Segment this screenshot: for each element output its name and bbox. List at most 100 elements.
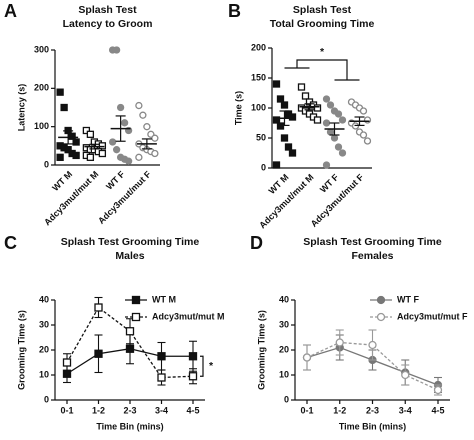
data-point [302,353,312,362]
data-point [363,116,372,124]
significance-bracket [284,59,360,81]
data-point [151,149,159,158]
y-tick-label: 150 [251,72,266,82]
data-point [94,349,103,358]
panel-letter: C [4,233,17,253]
x-tick-label: 4-5 [186,405,199,415]
chart-title: Splash Test [293,4,352,16]
chart-subtitle: Females [351,250,393,262]
data-point [313,116,322,124]
x-tick-label: 2-3 [123,405,136,415]
y-tick-label: 50 [256,132,266,142]
y-tick-label: 30 [39,319,49,329]
panel-letter: A [4,1,17,21]
data-point [276,95,285,103]
x-tick-label: 0-1 [60,405,73,415]
data-point [72,138,80,146]
legend-label: Adcy3mut/mut M [152,311,225,321]
data-point [188,372,198,381]
data-point [322,119,331,127]
y-tick-label: 0 [284,394,289,404]
y-tick-label: 0 [44,159,49,169]
data-point [322,95,331,103]
data-point [125,344,135,353]
y-tick-label: 300 [34,44,49,54]
legend-marker [131,312,141,322]
x-tick-label: 3-4 [155,405,168,415]
y-tick-label: 100 [34,121,49,131]
data-point [359,131,368,139]
y-tick-label: 20 [279,344,289,354]
data-point [139,111,147,119]
data-point [334,110,343,118]
data-point [284,143,293,151]
chart-subtitle: Total Grooming Time [270,18,375,30]
y-tick-label: 30 [279,319,289,329]
data-point [433,385,443,395]
x-axis-label: Time Bin (mins) [96,421,163,431]
y-axis-label: Latency (s) [16,84,26,132]
data-point [86,153,95,161]
x-tick-label: 0-1 [300,405,313,415]
data-point [98,149,107,158]
data-point [72,151,80,160]
y-axis-label: Grooming Time (s) [256,310,266,390]
y-tick-label: 40 [279,294,289,304]
significance-star: * [209,360,214,372]
data-point [272,116,281,124]
data-point [288,149,297,157]
y-axis-label: Grooming Time (s) [16,310,26,390]
data-point [335,338,344,347]
chart-subtitle: Males [115,250,144,262]
data-point [401,370,410,380]
legend-marker [376,312,386,322]
x-tick-label: 4-5 [431,405,444,415]
data-point [297,83,306,91]
x-tick-label: 2-3 [366,405,379,415]
data-point [62,358,72,367]
data-point [188,352,198,361]
chart-title: Splash Test Grooming Time [61,236,200,248]
x-tick-label: WT M [50,169,74,193]
data-point [288,113,297,121]
data-point [326,101,335,109]
data-point [330,134,339,142]
data-point [301,92,310,100]
data-point [124,157,133,165]
x-tick-label: 1-2 [333,405,346,415]
data-point [143,123,151,131]
data-point [56,88,64,96]
y-tick-label: 200 [34,83,49,93]
legend-marker [131,295,141,305]
legend-label: WT F [397,294,419,304]
data-point [125,327,135,336]
data-point [112,46,121,54]
chart-title: Splash Test Grooming Time [303,236,442,248]
data-point [135,153,143,161]
y-tick-label: 40 [39,294,49,304]
data-point [151,134,159,142]
data-point [157,352,166,361]
data-point [363,137,372,145]
y-tick-label: 200 [251,42,266,52]
data-point [338,149,347,157]
significance-bracket [200,355,204,377]
data-point [56,153,64,161]
legend-label: WT M [152,294,176,304]
data-point [280,101,289,109]
y-tick-label: 0 [44,394,49,404]
x-tick-label: 3-4 [399,405,412,415]
data-point [272,161,281,169]
data-point [157,373,166,382]
data-point [334,143,343,151]
y-axis-label: Time (s) [233,91,243,125]
data-point [322,161,331,169]
y-tick-label: 10 [39,369,49,379]
data-point [108,138,117,146]
legend-label: Adcy3mut/mut F [397,311,468,321]
significance-star: * [320,46,325,58]
data-point [272,80,281,88]
y-tick-label: 10 [279,369,289,379]
data-point [98,142,107,150]
